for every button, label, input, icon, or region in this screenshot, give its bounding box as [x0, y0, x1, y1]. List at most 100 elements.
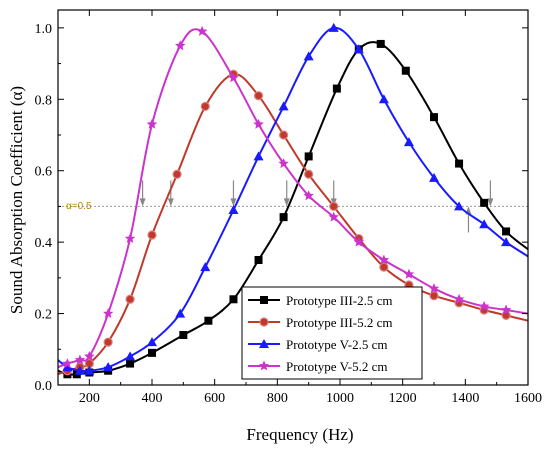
arrow-marker [139, 180, 146, 207]
data-point [455, 159, 464, 168]
x-axis-label: Frequency (Hz) [246, 425, 353, 444]
data-point [179, 331, 188, 339]
legend-entry: Prototype V-5.2 cm [248, 359, 387, 374]
data-point [102, 308, 114, 318]
legend-label: Prototype III-5.2 cm [286, 315, 393, 330]
data-point [353, 236, 364, 247]
data-point [253, 151, 264, 161]
arrow-marker [465, 206, 472, 233]
x-tick-label: 400 [142, 391, 163, 406]
data-point [428, 283, 440, 293]
data-point [353, 44, 364, 54]
y-axis-label: Sound Absorption Coefficient (α) [7, 86, 26, 314]
data-point [378, 254, 390, 265]
data-point [175, 40, 186, 51]
data-point [453, 293, 465, 304]
axes-group: 200 400 600 800 1000 1200 1400 1600 0.0 0.2 0.4 0.6… [35, 9, 542, 406]
y-tick-label: 0.0 [35, 379, 53, 394]
x-tick-label: 1000 [326, 391, 354, 406]
data-point [62, 362, 73, 372]
x-tick-label: 1600 [514, 391, 542, 406]
data-point [103, 362, 114, 372]
data-point [304, 152, 313, 161]
series-line [57, 73, 529, 376]
data-point [146, 118, 158, 129]
data-point [430, 113, 438, 122]
legend: Prototype III-2.5 cm Prototype III-5.2 cm… [241, 286, 423, 380]
plot-frame [57, 9, 529, 386]
legend-label: Prototype V-2.5 cm [286, 337, 387, 352]
data-point [200, 101, 210, 112]
data-point [253, 91, 264, 101]
data-point [429, 291, 439, 301]
data-point [303, 51, 314, 61]
arrow-marker [230, 180, 237, 207]
data-point [228, 72, 239, 83]
data-point [429, 172, 439, 182]
y-tick-label: 0.8 [35, 93, 53, 108]
data-point [175, 308, 186, 318]
data-point [376, 39, 385, 48]
y-tick-label: 0.2 [35, 308, 53, 323]
data-point [478, 300, 490, 311]
data-point [196, 25, 208, 36]
data-point [103, 337, 113, 347]
data-point [200, 262, 211, 272]
data-point [172, 169, 182, 179]
x-tick-label: 1400 [451, 391, 479, 406]
x-tick-label: 1200 [389, 391, 417, 406]
legend-entry: Prototype III-2.5 cm [248, 293, 393, 308]
legend-box [241, 286, 423, 380]
data-point [279, 130, 289, 140]
data-point [228, 205, 239, 214]
arrow-marker [283, 180, 290, 207]
series-group [57, 22, 529, 379]
data-point [378, 94, 389, 104]
legend-entry: Prototype V-2.5 cm [248, 337, 387, 352]
reference-line-label: α=0.5 [66, 201, 92, 212]
data-point [329, 201, 339, 212]
data-point [502, 227, 511, 236]
data-point [403, 268, 415, 279]
data-point [124, 233, 136, 243]
data-point [84, 365, 95, 375]
data-point [278, 158, 289, 168]
series-line [57, 41, 529, 376]
arrows-group [139, 180, 494, 233]
data-point [253, 118, 264, 129]
series-line [57, 28, 529, 369]
data-point [125, 294, 135, 304]
data-point [279, 213, 288, 222]
y-tick-label: 1.0 [35, 22, 53, 37]
data-point [126, 359, 135, 368]
data-point [501, 237, 512, 247]
arrow-marker [487, 180, 494, 207]
data-point [254, 256, 263, 264]
legend-entry: Prototype III-5.2 cm [248, 315, 393, 330]
data-point [403, 137, 414, 147]
x-tick-label: 800 [267, 391, 288, 406]
series-4 [57, 25, 529, 369]
data-point [74, 354, 86, 365]
x-tick-label: 200 [79, 391, 100, 406]
data-point [125, 351, 136, 361]
data-point [148, 348, 156, 357]
series-3 [57, 22, 529, 375]
data-point [147, 337, 157, 347]
x-tick-label: 600 [204, 391, 225, 406]
y-tick-label: 0.4 [35, 236, 53, 251]
data-point [454, 201, 465, 211]
data-point [204, 316, 213, 325]
data-point [303, 190, 314, 201]
data-point [332, 84, 341, 93]
legend-label: Prototype III-2.5 cm [286, 293, 393, 308]
y-tick-label: 0.6 [35, 165, 53, 180]
data-point [229, 295, 238, 304]
data-point [328, 22, 339, 32]
data-point [500, 304, 512, 315]
data-point [84, 350, 95, 361]
data-point [401, 66, 410, 75]
data-point [379, 262, 389, 272]
data-point [480, 198, 489, 207]
